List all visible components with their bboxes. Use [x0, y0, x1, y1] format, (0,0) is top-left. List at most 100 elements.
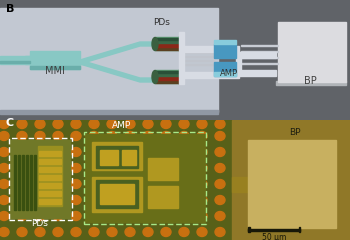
- Ellipse shape: [53, 132, 63, 140]
- Ellipse shape: [89, 228, 99, 236]
- Bar: [39, 199, 61, 204]
- Bar: [18, 155, 20, 210]
- Ellipse shape: [35, 180, 45, 188]
- Bar: [184, 52, 214, 53]
- Bar: [39, 167, 61, 172]
- Ellipse shape: [107, 132, 117, 140]
- Ellipse shape: [0, 180, 9, 188]
- Bar: [155, 47, 179, 50]
- Ellipse shape: [107, 196, 117, 204]
- Ellipse shape: [143, 228, 153, 236]
- Ellipse shape: [215, 211, 225, 221]
- Ellipse shape: [179, 163, 189, 173]
- Ellipse shape: [161, 211, 171, 221]
- Bar: [214, 72, 236, 76]
- Ellipse shape: [143, 132, 153, 140]
- Bar: [241, 56, 278, 58]
- Ellipse shape: [17, 132, 27, 140]
- Bar: [39, 183, 61, 188]
- Bar: [184, 64, 214, 65]
- Ellipse shape: [35, 228, 45, 236]
- Bar: [155, 43, 179, 47]
- Ellipse shape: [125, 132, 135, 140]
- Ellipse shape: [53, 228, 63, 236]
- Ellipse shape: [71, 132, 81, 140]
- Bar: [100, 184, 134, 204]
- Polygon shape: [80, 42, 155, 64]
- Ellipse shape: [53, 211, 63, 221]
- Ellipse shape: [35, 132, 45, 140]
- Ellipse shape: [179, 211, 189, 221]
- Bar: [9, 138, 72, 220]
- Ellipse shape: [89, 211, 99, 221]
- Ellipse shape: [71, 196, 81, 204]
- Text: MMI: MMI: [45, 66, 65, 76]
- Ellipse shape: [215, 148, 225, 156]
- Text: C: C: [5, 118, 13, 128]
- Text: BP: BP: [289, 128, 301, 137]
- Bar: [236, 70, 276, 76]
- Ellipse shape: [197, 196, 207, 204]
- Ellipse shape: [197, 180, 207, 188]
- Ellipse shape: [125, 120, 135, 128]
- Bar: [241, 44, 278, 46]
- Bar: [248, 227, 250, 232]
- Ellipse shape: [35, 211, 45, 221]
- Bar: [30, 51, 80, 69]
- Text: PDs: PDs: [32, 219, 48, 228]
- Text: BP: BP: [304, 76, 316, 86]
- Bar: [155, 73, 179, 76]
- Bar: [236, 52, 241, 70]
- Ellipse shape: [71, 180, 81, 188]
- Ellipse shape: [125, 148, 135, 156]
- Bar: [96, 180, 138, 208]
- Ellipse shape: [107, 211, 117, 221]
- Ellipse shape: [71, 211, 81, 221]
- Bar: [214, 40, 236, 44]
- Ellipse shape: [53, 163, 63, 173]
- Ellipse shape: [176, 71, 182, 84]
- Ellipse shape: [161, 163, 171, 173]
- Ellipse shape: [197, 148, 207, 156]
- Ellipse shape: [215, 228, 225, 236]
- Ellipse shape: [107, 148, 117, 156]
- Bar: [34, 155, 36, 210]
- Ellipse shape: [71, 228, 81, 236]
- Ellipse shape: [53, 196, 63, 204]
- Ellipse shape: [89, 196, 99, 204]
- Ellipse shape: [197, 211, 207, 221]
- Ellipse shape: [215, 120, 225, 128]
- Bar: [39, 191, 61, 196]
- Bar: [85, 134, 205, 222]
- Bar: [179, 32, 184, 84]
- Text: AMP: AMP: [112, 121, 132, 130]
- Bar: [22, 155, 24, 210]
- Ellipse shape: [143, 196, 153, 204]
- Bar: [248, 140, 336, 228]
- Bar: [214, 62, 236, 76]
- Bar: [0, 61, 30, 63]
- Text: PDs: PDs: [154, 18, 170, 27]
- Bar: [184, 72, 239, 78]
- Ellipse shape: [17, 120, 27, 128]
- Text: AMP: AMP: [220, 69, 238, 78]
- Ellipse shape: [179, 132, 189, 140]
- Ellipse shape: [143, 148, 153, 156]
- Ellipse shape: [176, 37, 182, 50]
- Text: 50 μm: 50 μm: [262, 233, 286, 240]
- Ellipse shape: [179, 228, 189, 236]
- Ellipse shape: [107, 180, 117, 188]
- Bar: [0, 56, 30, 64]
- Ellipse shape: [152, 37, 158, 50]
- Ellipse shape: [17, 211, 27, 221]
- Ellipse shape: [161, 132, 171, 140]
- Ellipse shape: [0, 228, 9, 236]
- Bar: [155, 70, 179, 83]
- Ellipse shape: [161, 228, 171, 236]
- Bar: [0, 120, 232, 240]
- Bar: [92, 142, 142, 170]
- Ellipse shape: [0, 211, 9, 221]
- Ellipse shape: [215, 132, 225, 140]
- Bar: [10, 140, 70, 218]
- Bar: [184, 56, 214, 57]
